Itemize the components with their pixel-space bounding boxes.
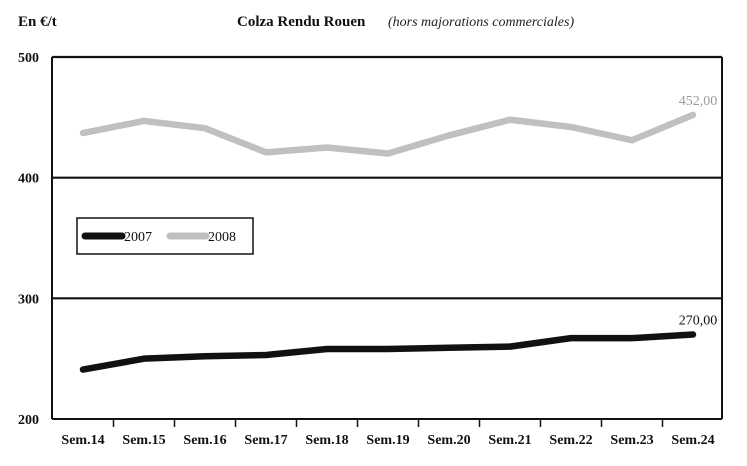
- x-tick-label: Sem.20: [427, 433, 470, 448]
- y-axis-label: En €/t: [18, 14, 57, 30]
- y-tick-label-200: 200: [18, 413, 39, 428]
- x-tick-label: Sem.19: [366, 433, 409, 448]
- chart-title: Colza Rendu Rouen: [237, 14, 366, 30]
- x-tick-label: Sem.17: [244, 433, 287, 448]
- legend: 2007 2008: [76, 217, 254, 255]
- x-axis-ticks: Sem.14 Sem.15 Sem.16 Sem.17 Sem.18 Sem.19 Sem.…: [61, 419, 715, 448]
- x-tick-label: Sem.16: [183, 433, 226, 448]
- x-tick-label: Sem.24: [671, 433, 714, 448]
- gridlines: [51, 55, 723, 420]
- legend-label-2008: 2008: [208, 230, 236, 245]
- x-tick-label: Sem.15: [122, 433, 165, 448]
- x-tick-label: Sem.22: [549, 433, 592, 448]
- legend-label-2007: 2007: [124, 230, 152, 245]
- chart-subtitle: (hors majorations commerciales): [388, 15, 574, 30]
- y-tick-label-400: 400: [18, 172, 39, 187]
- x-tick-label: Sem.14: [61, 433, 104, 448]
- series-lines: [79, 111, 697, 373]
- y-tick-labels: 200 300 400 500: [18, 51, 39, 428]
- legend-box: [76, 217, 254, 255]
- x-tick-label: Sem.18: [305, 433, 348, 448]
- y-tick-label-500: 500: [18, 51, 39, 66]
- end-label-2007: 270,00: [679, 314, 718, 329]
- end-label-2008: 452,00: [679, 94, 718, 109]
- y-tick-label-300: 300: [18, 292, 39, 307]
- series-line-2008: [79, 111, 697, 157]
- series-line-2007: [79, 331, 697, 373]
- x-tick-label: Sem.21: [488, 433, 531, 448]
- x-tick-label: Sem.23: [610, 433, 653, 448]
- end-value-labels: 270,00 452,00: [679, 94, 718, 329]
